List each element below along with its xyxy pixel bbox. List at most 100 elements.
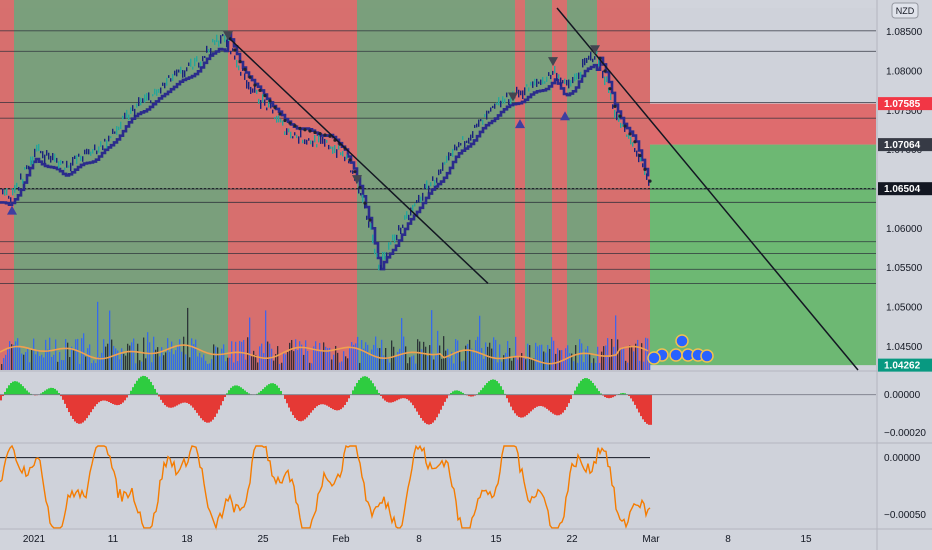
trail-dot — [618, 114, 622, 118]
oscillator-1-bar — [604, 394, 606, 398]
candle — [46, 150, 48, 156]
volume-bar — [191, 338, 193, 370]
volume-bar — [409, 357, 411, 370]
volume-bar — [119, 359, 121, 370]
trail-dot — [603, 69, 607, 73]
candle — [550, 74, 552, 80]
trail-dot — [293, 124, 297, 128]
oscillator-1-bar — [548, 394, 550, 411]
currency-badge[interactable] — [891, 2, 919, 19]
event-badge-5[interactable] — [700, 349, 714, 363]
candle — [110, 136, 112, 139]
candle — [274, 117, 276, 120]
candle — [600, 61, 602, 66]
event-badge-2[interactable] — [669, 348, 683, 362]
event-badge-0[interactable] — [675, 334, 689, 348]
candle — [226, 39, 228, 47]
candle — [212, 38, 214, 43]
volume-bar — [177, 345, 179, 370]
time-axis[interactable]: 2021 11 18 25 Feb 8 15 22 Mar 8 15 — [23, 534, 812, 545]
oscillator-1-bar — [388, 394, 390, 403]
candle — [72, 157, 74, 166]
volume-bar — [357, 336, 359, 370]
event-badge-6[interactable] — [647, 351, 661, 365]
price-axis[interactable]: NZD1.045001.050001.055001.060001.065001.… — [876, 0, 932, 550]
oscillator-1-bar — [222, 394, 224, 402]
candle — [76, 155, 78, 164]
oscillator-1-bar — [414, 394, 416, 409]
candle — [118, 126, 120, 131]
oscillator-1-bar — [224, 394, 226, 398]
oscillator-1-bar — [554, 394, 556, 415]
volume-bar — [353, 344, 355, 370]
candle — [304, 139, 306, 145]
time-tick-label: 8 — [725, 534, 731, 545]
volume-bar — [605, 345, 607, 370]
oscillator-1-bar — [536, 394, 538, 407]
candle — [260, 100, 262, 109]
candle — [416, 200, 418, 204]
oscillator-1-bar — [160, 394, 162, 400]
signal-marker-down — [590, 45, 600, 55]
candle — [158, 88, 160, 93]
candle — [488, 110, 490, 114]
oscillator-1-bar — [502, 389, 504, 395]
oscillator-1-bar — [374, 386, 376, 395]
trend-line-0[interactable] — [227, 36, 489, 284]
oscillator-1-bar — [472, 394, 474, 397]
oscillator-1-bar — [46, 389, 48, 395]
candle — [604, 76, 606, 86]
candle — [250, 86, 252, 94]
oscillator-1-bar — [148, 379, 150, 395]
oscillator-1-bar — [514, 394, 516, 414]
candle — [292, 136, 294, 139]
position-stop-zone[interactable] — [650, 103, 876, 145]
oscillator-1-bar — [370, 380, 372, 395]
oscillator-1-bar — [354, 386, 356, 395]
oscillator-1-bar — [378, 393, 380, 395]
oscillator-1-bar — [438, 394, 440, 414]
oscillator-1-bar — [162, 394, 164, 403]
candle — [562, 80, 564, 84]
volume-bar — [199, 352, 201, 370]
oscillator-1-bar — [214, 394, 216, 417]
trail-dot — [233, 48, 237, 52]
oscillator-1-bar — [74, 394, 76, 422]
oscillator-1-bar — [118, 394, 120, 405]
oscillator-1-bar — [94, 394, 96, 407]
oscillator-1-bar — [426, 394, 428, 425]
volume-bar — [171, 341, 173, 370]
oscillator-panel-1[interactable] — [0, 372, 932, 444]
trail-dot — [613, 104, 617, 108]
candle — [532, 81, 534, 88]
oscillator-1-bar — [26, 390, 28, 395]
oscillator-1-bar — [534, 394, 536, 408]
candle — [546, 76, 548, 82]
oscillator-1-bar — [218, 394, 220, 410]
candle — [148, 92, 150, 101]
oscillator-1-bar — [338, 394, 340, 411]
volume-bar — [551, 337, 553, 370]
candle — [246, 80, 248, 89]
candle — [286, 128, 288, 135]
time-tick-label: 15 — [490, 534, 502, 545]
candle — [398, 225, 400, 231]
oscillator-1-bar — [308, 394, 310, 416]
volume-bar — [431, 310, 433, 370]
oscillator-1-bar — [64, 394, 66, 404]
volume-bar — [183, 336, 185, 370]
candle — [432, 176, 434, 181]
price-panel[interactable] — [0, 0, 932, 372]
oscillator-1-bar — [420, 394, 422, 419]
candle — [382, 251, 384, 260]
volume-bar — [39, 356, 41, 370]
candle — [18, 187, 20, 191]
candle — [496, 102, 498, 105]
signal-marker-up — [7, 205, 17, 215]
oscillator-panel-2[interactable] — [0, 444, 932, 531]
oscillator-1-bar — [400, 394, 402, 399]
trend-line-1[interactable] — [556, 7, 859, 371]
candle — [616, 111, 618, 121]
volume-bar — [43, 357, 45, 370]
